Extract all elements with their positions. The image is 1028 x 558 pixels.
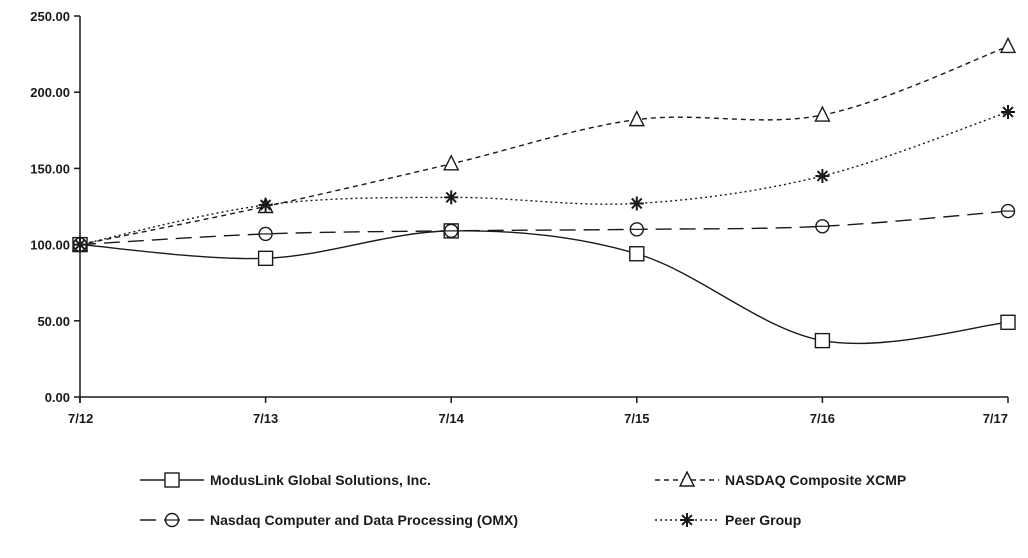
series-line-triangle [79, 45, 1009, 246]
x-tick-label: 7/16 [810, 411, 835, 426]
data-point-square [629, 246, 645, 262]
y-tick-label: 250.00 [30, 9, 70, 24]
x-tick-label: 7/15 [624, 411, 649, 426]
series-line-circle [79, 210, 1009, 246]
legend-item: ModusLink Global Solutions, Inc. [140, 472, 431, 488]
legend-label: Peer Group [725, 512, 801, 528]
data-point-triangle [999, 36, 1017, 54]
y-tick-label: 150.00 [30, 161, 70, 176]
series-markers [71, 36, 1017, 349]
legend-label: ModusLink Global Solutions, Inc. [210, 472, 431, 488]
data-point-asterisk [258, 197, 273, 212]
y-tick-label: 0.00 [45, 390, 70, 405]
legend: ModusLink Global Solutions, Inc. NASDAQ C… [140, 470, 906, 528]
data-point-asterisk [815, 169, 830, 184]
legend-marker-square [164, 472, 180, 488]
x-tick-label: 7/17 [983, 411, 1008, 426]
y-tick-label: 100.00 [30, 238, 70, 253]
data-point-circle [444, 223, 459, 239]
x-tick-label: 7/14 [439, 411, 465, 426]
x-tick-label: 7/13 [253, 411, 278, 426]
legend-marker-circle [164, 512, 180, 528]
legend-item: Nasdaq Computer and Data Processing (OMX… [140, 512, 518, 528]
legend-marker-triangle [678, 470, 696, 487]
x-tick-label: 7/12 [68, 411, 93, 426]
legend-item: Peer Group [655, 512, 801, 528]
y-tick-label: 200.00 [30, 85, 70, 100]
data-point-triangle [628, 110, 645, 127]
data-point-triangle [814, 105, 831, 122]
legend-marker-asterisk [680, 513, 694, 527]
legend-label: NASDAQ Composite XCMP [725, 472, 906, 488]
data-point-circle [258, 226, 273, 242]
series-line-square [79, 230, 1009, 345]
data-point-square [1000, 314, 1016, 331]
data-point-asterisk [1001, 105, 1015, 120]
chart-axes: 0.00 50.00 100.00 150.00 200.00 250.00 7/12 7/1… [30, 9, 1009, 426]
data-point-asterisk [444, 190, 459, 205]
series-lines [79, 45, 1009, 345]
data-point-circle [1000, 203, 1016, 219]
series-line-asterisk [79, 111, 1009, 246]
legend-label: Nasdaq Computer and Data Processing (OMX… [210, 512, 518, 528]
data-point-asterisk [73, 237, 87, 252]
legend-item: NASDAQ Composite XCMP [655, 470, 906, 488]
data-point-square [257, 250, 274, 267]
data-point-asterisk [629, 196, 644, 211]
data-point-circle [815, 219, 830, 234]
data-point-triangle [443, 154, 460, 171]
y-tick-label: 50.00 [37, 314, 70, 329]
data-point-square [814, 332, 831, 349]
data-point-circle [629, 222, 644, 237]
